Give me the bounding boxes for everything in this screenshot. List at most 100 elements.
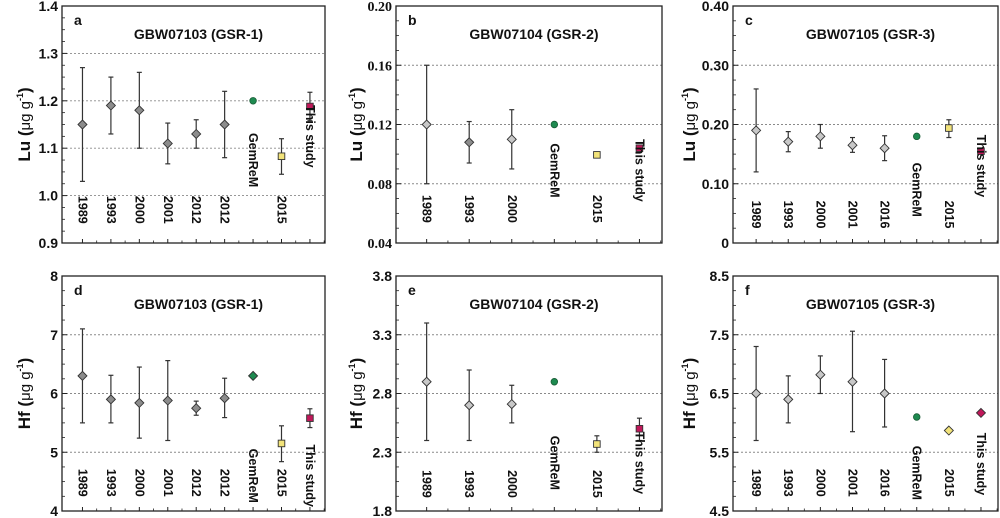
y-axis-title-unit: μg g [17, 101, 34, 131]
data-point-diamond [943, 425, 954, 436]
data-point-diamond [421, 376, 432, 387]
y-tick-label: 0.20 [702, 117, 729, 133]
y-axis-title-exp: -1 [15, 363, 25, 371]
data-point-square [306, 414, 314, 422]
data-point-diamond [975, 407, 987, 419]
y-tick-label: 0 [721, 235, 729, 251]
data-point-diamond [191, 128, 202, 140]
data-point-circle [913, 413, 921, 421]
y-tick-label: 1.2 [39, 93, 59, 109]
data-point-diamond [77, 119, 88, 130]
x-category-label: 2000 [505, 195, 519, 223]
y-tick-label: 4 [50, 503, 58, 518]
x-category-label: 1993 [104, 469, 118, 497]
y-axis-title-exp: -1 [680, 93, 690, 101]
x-category-label: 2015 [274, 196, 288, 224]
data-point-diamond [77, 370, 88, 382]
y-axis-title-exp: -1 [347, 363, 357, 371]
y-axis-title-main: Hf ( [347, 401, 366, 430]
x-category-label: 2012 [218, 469, 232, 497]
y-axis-title-close: ) [15, 87, 34, 93]
data-point-diamond [815, 131, 826, 142]
panel-title: GBW07103 (GSR-1) [134, 296, 263, 312]
x-category-label: This study [974, 433, 988, 496]
y-tick-label: 7.5 [710, 327, 730, 343]
y-tick-label: 3.8 [373, 268, 393, 284]
data-point-diamond [219, 393, 230, 404]
y-axis-title-main: Lu ( [680, 130, 699, 161]
data-point-square [593, 151, 601, 159]
y-tick-label: 0.08 [368, 178, 393, 193]
data-point-square [593, 440, 601, 448]
panel-letter: e [408, 282, 416, 298]
panel-title: GBW07105 (GSR-3) [806, 26, 935, 42]
y-axis-title-unit: μg g [682, 101, 699, 131]
data-point-diamond [506, 398, 517, 410]
x-category-label: This study [303, 105, 317, 168]
x-category-label: 1993 [781, 469, 795, 497]
data-point-diamond [750, 388, 762, 399]
x-category-label: 2015 [274, 469, 288, 497]
y-axis-title-close: ) [347, 87, 366, 93]
data-point-square [635, 425, 644, 433]
y-tick-label: 0.30 [702, 57, 729, 73]
x-category-label: This study [632, 139, 646, 202]
panel-a: 0.9 1.0 1.1 1.2 1.3 1.4 a GBW07103 (GSR-1) Lu (μ… [15, 0, 326, 251]
y-tick-label: 6 [50, 386, 58, 402]
y-axis-title: Hf (μg g-1) [347, 358, 366, 430]
y-axis-title-unit: μg g [349, 371, 366, 401]
data-point-diamond [464, 137, 475, 148]
y-axis-title-exp: -1 [347, 93, 357, 101]
y-axis-title-close: ) [15, 358, 34, 364]
data-point-diamond [191, 403, 202, 414]
y-axis-title-close: ) [680, 358, 699, 364]
x-category-label: GemReM [246, 449, 260, 503]
data-point-square [635, 144, 644, 152]
x-category-label: 1993 [104, 196, 118, 224]
y-axis-title: Lu (μg g-1) [347, 87, 366, 161]
x-category-label: GemReM [547, 143, 561, 197]
y-tick-label: 8.5 [710, 268, 730, 284]
data-point-square [306, 102, 314, 111]
y-axis-title-main: Hf ( [680, 401, 699, 430]
x-category-label: 2001 [161, 196, 175, 224]
panel-letter: d [74, 282, 83, 298]
data-point-circle [550, 120, 559, 129]
y-tick-label: 2.3 [373, 444, 393, 460]
y-axis-title: Hf (μg g-1) [680, 358, 699, 430]
y-tick-label: 5.5 [710, 444, 730, 460]
panel-c: 0 0.10 0.20 0.30 0.40 c GBW07105 (GSR-3) Lu (μg… [680, 0, 999, 251]
x-category-label: This study [303, 444, 317, 507]
data-point-diamond [750, 125, 762, 136]
data-point-diamond [105, 394, 117, 405]
x-category-label: GemReM [910, 446, 924, 500]
panel-title: GBW07104 (GSR-2) [469, 296, 598, 312]
y-axis-title-exp: -1 [680, 363, 690, 371]
y-tick-label: 8 [50, 268, 58, 284]
x-category-label: 1989 [75, 196, 89, 224]
y-axis-title-close: ) [680, 87, 699, 93]
y-axis-title-main: Lu ( [347, 130, 366, 161]
y-tick-label: 0.16 [368, 59, 393, 74]
y-tick-label: 1.4 [39, 0, 59, 14]
data-point-diamond [879, 143, 890, 154]
x-category-label: 2015 [590, 195, 604, 223]
data-point-diamond [134, 105, 145, 116]
x-category-label: 2016 [878, 469, 892, 497]
x-category-label: 2000 [813, 201, 827, 229]
y-tick-label: 1.8 [373, 503, 393, 518]
y-axis-title-unit: μg g [682, 371, 699, 401]
x-category-label: 2001 [845, 201, 859, 229]
panel-f: 4.5 5.5 6.5 7.5 8.5 f GBW07105 (GSR-3) Hf (μg g… [680, 268, 999, 518]
panel-b: 0.04 0.08 0.12 0.16 0.20 b GBW07104 (GSR-2) Lu … [347, 0, 663, 252]
x-category-label: 2000 [813, 469, 827, 497]
panel-d: 4 5 6 7 8d GBW07103 (GSR-1) Hf (μg g-1) 1989 199… [15, 268, 326, 518]
y-axis-title-main: Lu ( [15, 130, 34, 161]
data-point-diamond [219, 119, 230, 130]
x-category-label: 2001 [845, 469, 859, 497]
x-category-label: 2015 [942, 469, 956, 497]
x-category-label: GemReM [246, 133, 260, 187]
y-tick-label: 0.40 [702, 0, 729, 14]
y-axis-title-unit: μg g [349, 101, 366, 131]
y-axis-title: Lu (μg g-1) [15, 87, 34, 161]
